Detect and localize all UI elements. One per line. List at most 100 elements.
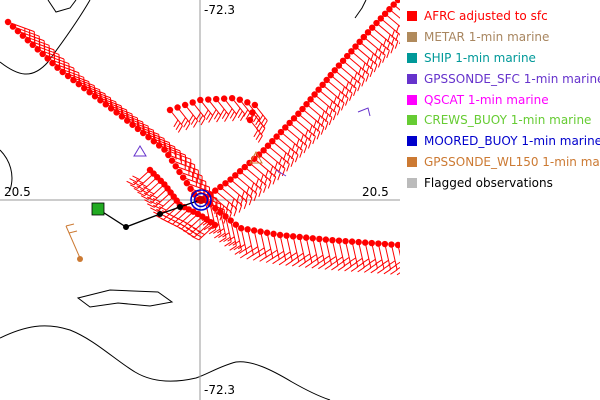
coastline-north-island xyxy=(47,0,77,13)
wind-barb xyxy=(137,180,162,197)
observation-point xyxy=(39,50,46,58)
top-longitude-label: -72.3 xyxy=(204,3,236,17)
sonde-point xyxy=(177,204,183,210)
observation-point xyxy=(273,133,280,140)
observation-point xyxy=(319,81,326,89)
wind-barb xyxy=(267,145,290,172)
observation-point xyxy=(342,237,349,245)
wind-barb xyxy=(338,65,361,92)
observation-point xyxy=(355,238,362,246)
wind-barb xyxy=(394,244,400,276)
wind-barb xyxy=(393,4,400,11)
observation-point xyxy=(244,99,251,106)
observation-point xyxy=(19,32,27,39)
wind-barb xyxy=(322,239,333,270)
observation-point xyxy=(172,163,179,170)
legend-item-ship[interactable]: SHIP 1-min marine xyxy=(407,48,600,69)
observation-point xyxy=(161,146,168,153)
observation-point xyxy=(150,138,158,145)
left-latitude-label: 20.5 xyxy=(4,185,31,199)
observation-point xyxy=(81,84,88,92)
wl150-feather xyxy=(68,230,78,234)
observation-point xyxy=(323,76,330,84)
observation-point xyxy=(295,110,302,117)
gpssonde-sfc-barb-2 xyxy=(275,169,287,177)
observation-point xyxy=(197,96,204,104)
observation-point xyxy=(352,43,359,50)
observation-point xyxy=(118,113,126,120)
observation-point xyxy=(381,240,389,248)
observation-point xyxy=(168,157,176,164)
observation-point xyxy=(335,62,343,69)
observation-point xyxy=(269,137,276,145)
legend-item-metar[interactable]: METAR 1-min marine xyxy=(407,27,600,48)
observation-point xyxy=(236,96,244,103)
legend-swatch xyxy=(407,73,417,84)
observation-point xyxy=(290,115,298,122)
legend: AFRC adjusted to sfc METAR 1-min marine SH… xyxy=(407,6,600,193)
legend-item-gpssonde-wl150[interactable]: GPSSONDE_WL150 1-min mar xyxy=(407,152,600,173)
observation-point xyxy=(155,142,163,149)
wind-barb xyxy=(199,99,214,123)
wind-barb xyxy=(351,50,374,78)
coastline-northwest xyxy=(0,0,91,75)
observation-point xyxy=(220,95,228,102)
wind-barb xyxy=(276,234,287,266)
observation-point xyxy=(113,109,120,116)
legend-item-moored-buoy[interactable]: MOORED_BUOY 1-min marine xyxy=(407,131,600,152)
observation-point xyxy=(311,91,318,98)
observation-point xyxy=(145,133,152,141)
legend-item-flagged[interactable]: Flagged observations xyxy=(407,172,600,193)
observation-point xyxy=(124,117,131,124)
wind-barb xyxy=(177,107,191,131)
wind-barb xyxy=(192,102,206,126)
observation-point xyxy=(91,93,99,100)
observation-point xyxy=(232,221,240,228)
wind-barb xyxy=(215,98,230,122)
wind-barb xyxy=(126,169,151,186)
observation-point xyxy=(348,48,355,55)
observation-point xyxy=(217,183,224,191)
observation-point xyxy=(86,89,93,96)
wind-observation-map[interactable]: -72.3 -72.3 20.5 20.5 xyxy=(0,0,400,400)
wind-barb xyxy=(191,224,216,241)
wind-barb xyxy=(276,136,299,163)
observation-point xyxy=(250,227,258,234)
wind-barb xyxy=(316,238,326,270)
wind-barb xyxy=(230,179,253,206)
gpssonde-sfc-barb xyxy=(357,107,371,117)
wind-barb xyxy=(184,104,198,128)
legend-swatch xyxy=(407,156,417,167)
observation-point xyxy=(303,100,310,108)
sonde-point xyxy=(123,224,129,230)
observation-point xyxy=(381,10,389,18)
wind-barb xyxy=(310,98,333,126)
observation-point xyxy=(165,151,172,159)
observation-point xyxy=(213,95,220,103)
observation-point xyxy=(189,99,196,106)
observation-point xyxy=(212,187,219,194)
wl150-point xyxy=(77,256,83,262)
observation-point xyxy=(129,121,136,128)
legend-item-qscat[interactable]: QSCAT 1-min marine xyxy=(407,89,600,110)
legend-label: AFRC adjusted to sfc xyxy=(424,9,548,24)
legend-swatch xyxy=(407,115,417,126)
wind-barb xyxy=(280,131,303,158)
observation-point xyxy=(49,59,56,67)
wind-barb xyxy=(225,182,248,210)
wind-barb xyxy=(207,99,222,123)
observation-point xyxy=(360,33,368,41)
wind-barb xyxy=(143,188,168,204)
wind-barb xyxy=(174,213,199,230)
observation-point xyxy=(241,163,248,171)
observation-point xyxy=(335,237,343,244)
observation-point xyxy=(205,96,212,103)
legend-item-afrc[interactable]: AFRC adjusted to sfc xyxy=(407,6,600,27)
wind-barb xyxy=(355,46,378,73)
wind-barb xyxy=(257,231,267,262)
legend-label: GPSSONDE_WL150 1-min mar xyxy=(424,154,600,169)
observation-point xyxy=(228,94,236,102)
wind-barb xyxy=(271,140,295,167)
legend-item-crews-buoy[interactable]: CREWS_BUOY 1-min marine xyxy=(407,110,600,131)
legend-item-gpssonde-sfc[interactable]: GPSSONDE_SFC 1-min marine xyxy=(407,68,600,89)
